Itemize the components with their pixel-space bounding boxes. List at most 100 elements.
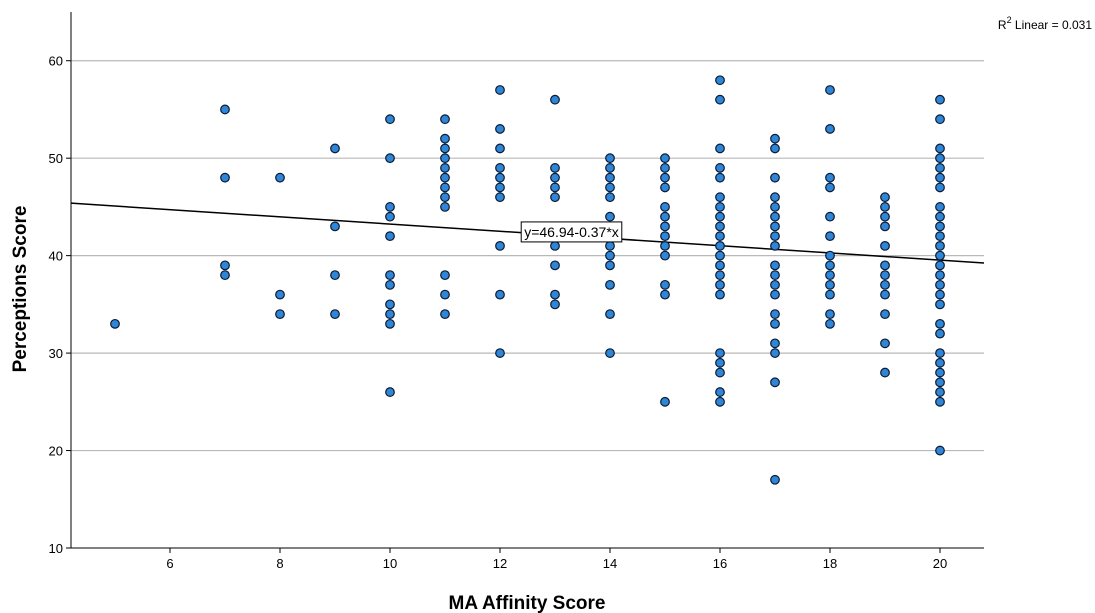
- data-point-83: [715, 143, 725, 154]
- equation-label: y=46.94-0.37*x: [524, 224, 619, 240]
- data-point-0: [110, 318, 120, 329]
- data-point-133: [825, 318, 835, 329]
- data-point-108: [770, 221, 780, 232]
- data-point-16: [385, 231, 395, 242]
- data-point-107: [770, 211, 780, 222]
- data-point-63: [605, 250, 615, 261]
- data-point-101: [715, 396, 725, 407]
- data-point-171: [935, 396, 945, 407]
- data-point-35: [495, 85, 505, 95]
- data-point-58: [605, 192, 615, 203]
- axes: [66, 12, 984, 553]
- y-tick-label-30: 30: [49, 346, 63, 361]
- data-point-64: [605, 260, 615, 271]
- x-tick-label-12: 12: [493, 556, 507, 571]
- data-point-96: [715, 289, 725, 300]
- data-point-160: [935, 270, 945, 281]
- data-point-21: [385, 318, 395, 329]
- data-point-144: [880, 338, 890, 349]
- data-point-85: [715, 172, 725, 183]
- data-point-42: [495, 240, 505, 251]
- data-point-72: [660, 202, 670, 212]
- data-point-169: [935, 377, 945, 388]
- data-point-5: [275, 172, 285, 183]
- data-point-31: [440, 202, 450, 212]
- data-point-11: [330, 309, 340, 320]
- data-point-114: [770, 289, 780, 300]
- data-point-141: [880, 279, 890, 290]
- data-point-168: [935, 367, 945, 378]
- data-point-111: [770, 260, 780, 271]
- data-point-23: [440, 114, 450, 125]
- data-point-94: [715, 270, 725, 281]
- y-tick-label-20: 20: [49, 444, 63, 459]
- data-point-136: [880, 211, 890, 222]
- data-point-86: [715, 192, 725, 203]
- data-point-109: [770, 231, 780, 242]
- r2-prefix: R: [998, 18, 1007, 32]
- data-point-139: [880, 260, 890, 271]
- data-point-4: [220, 270, 230, 281]
- data-point-8: [330, 143, 340, 154]
- data-point-14: [385, 202, 395, 212]
- x-tick-labels: 6 8 10 12 14 16 18 20: [166, 556, 947, 571]
- data-point-76: [660, 240, 670, 251]
- data-point-25: [440, 143, 450, 154]
- r2-annotation: R2 Linear = 0.031: [998, 15, 1092, 32]
- data-point-147: [935, 114, 945, 125]
- data-point-32: [440, 270, 450, 281]
- data-point-40: [495, 182, 505, 193]
- data-point-39: [495, 172, 505, 183]
- data-point-102: [770, 133, 780, 144]
- data-point-24: [440, 133, 450, 144]
- data-point-110: [770, 240, 780, 251]
- x-tick-label-8: 8: [276, 556, 283, 571]
- data-point-36: [495, 124, 505, 134]
- data-point-151: [935, 172, 945, 183]
- data-point-124: [825, 182, 835, 193]
- data-point-163: [935, 299, 945, 310]
- data-point-135: [880, 202, 890, 212]
- data-point-154: [935, 211, 945, 222]
- data-point-95: [715, 279, 725, 290]
- data-point-17: [385, 270, 395, 281]
- data-point-103: [770, 143, 780, 154]
- equation-box: [520, 221, 623, 243]
- x-tick-label-10: 10: [383, 556, 397, 571]
- data-point-158: [935, 250, 945, 261]
- data-point-122: [825, 124, 835, 134]
- data-point-73: [660, 211, 670, 222]
- data-point-172: [935, 445, 945, 456]
- data-point-54: [605, 153, 615, 164]
- data-point-66: [605, 309, 615, 320]
- data-point-1: [220, 104, 230, 115]
- data-point-161: [935, 279, 945, 290]
- data-point-87: [715, 202, 725, 212]
- data-point-33: [440, 289, 450, 300]
- data-point-167: [935, 357, 945, 368]
- data-point-92: [715, 250, 725, 261]
- data-point-162: [935, 289, 945, 300]
- data-point-159: [935, 260, 945, 271]
- data-point-82: [715, 94, 725, 105]
- data-point-90: [715, 231, 725, 242]
- data-point-170: [935, 387, 945, 397]
- data-point-78: [660, 279, 670, 290]
- data-point-51: [550, 260, 560, 271]
- data-point-146: [935, 94, 945, 105]
- data-point-19: [385, 299, 395, 310]
- data-points: [110, 75, 945, 485]
- data-point-69: [660, 163, 670, 173]
- data-point-47: [550, 172, 560, 183]
- data-point-105: [770, 192, 780, 203]
- data-point-41: [495, 192, 505, 203]
- gridlines: [71, 60, 984, 452]
- data-point-20: [385, 309, 395, 320]
- data-point-148: [935, 143, 945, 154]
- data-point-57: [605, 182, 615, 193]
- y-tick-label-60: 60: [49, 54, 63, 69]
- data-point-48: [550, 182, 560, 193]
- x-tick-label-16: 16: [713, 556, 727, 571]
- data-point-12: [385, 114, 395, 125]
- data-point-79: [660, 289, 670, 300]
